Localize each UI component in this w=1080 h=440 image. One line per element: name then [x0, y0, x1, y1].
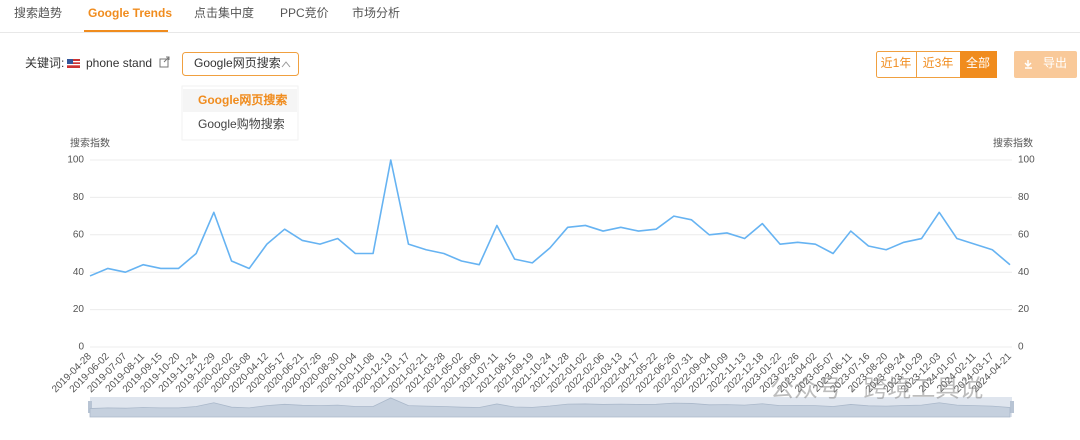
dropdown[interactable]	[182, 52, 299, 76]
dropdown-caret	[281, 61, 291, 68]
export-button[interactable]	[1014, 51, 1077, 78]
y2-tick-label: 20	[1018, 304, 1030, 315]
y-tick-label: 80	[73, 192, 85, 203]
y2-tick-label: 40	[1018, 267, 1030, 278]
y-tick-label: 60	[73, 229, 85, 240]
tab[interactable]: 市场分析	[352, 5, 400, 20]
active-tab-underline	[84, 30, 168, 32]
keyword-label: 关键词:	[25, 56, 64, 70]
y2-tick-label: 80	[1018, 192, 1030, 203]
y2-tick-label: 100	[1018, 155, 1035, 166]
data-line	[89, 159, 1011, 277]
zoom-handle[interactable]	[88, 401, 92, 413]
range-button[interactable]: 近3年	[923, 56, 954, 70]
tab[interactable]: 搜索趋势	[14, 5, 62, 20]
watermark: 公众号 · 跨境工具说	[770, 375, 983, 402]
y2-tick-label: 0	[1018, 342, 1024, 353]
tab[interactable]: Google Trends	[88, 6, 172, 20]
keyword-value: phone stand	[86, 56, 152, 70]
y2-tick-label: 60	[1018, 229, 1030, 240]
export-label: 导出	[1043, 56, 1067, 70]
y-tick-label: 40	[73, 267, 85, 278]
tab[interactable]: PPC竞价	[280, 6, 329, 20]
zoom-preview	[89, 397, 1011, 418]
range-active	[960, 51, 997, 78]
tab[interactable]: 点击集中度	[194, 5, 254, 20]
y-tick-label: 0	[78, 342, 84, 353]
export-icon	[1024, 60, 1032, 69]
dropdown-selected: Google网页搜索	[194, 55, 281, 70]
dropdown-option[interactable]: Google购物搜索	[198, 116, 285, 131]
dropdown-option[interactable]: Google网页搜索	[198, 92, 287, 107]
range-button[interactable]: 近1年	[881, 56, 912, 70]
y-axis-title: 搜索指数	[70, 137, 110, 150]
range-button[interactable]: 全部	[966, 55, 990, 70]
share-icon[interactable]	[159, 56, 170, 68]
y-tick-label: 20	[73, 304, 85, 315]
y-tick-label: 100	[67, 155, 84, 166]
zoom-handle[interactable]	[1010, 401, 1014, 413]
dropdown-option-highlight	[183, 89, 297, 112]
y2-axis-title: 搜索指数	[993, 137, 1033, 150]
us-flag	[67, 59, 80, 68]
